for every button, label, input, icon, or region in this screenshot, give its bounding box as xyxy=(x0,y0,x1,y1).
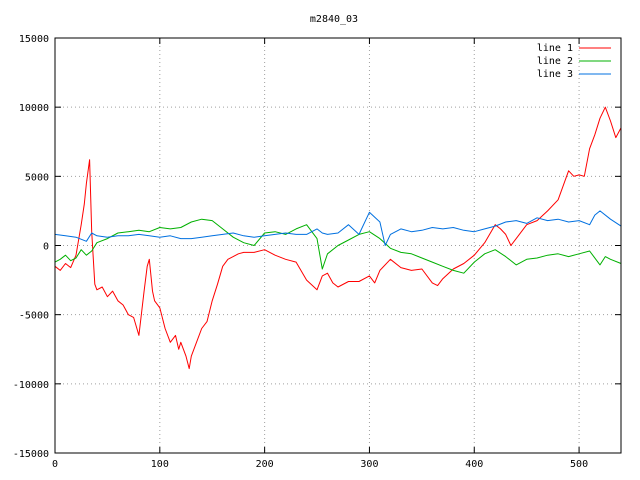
y-tick-label: 5000 xyxy=(25,172,49,183)
series-group xyxy=(54,106,622,370)
y-tick-label: -15000 xyxy=(13,449,49,460)
y-tick-label: 0 xyxy=(43,242,49,253)
series-line-3 xyxy=(54,210,622,246)
y-tick-label: 15000 xyxy=(19,34,49,45)
x-tick-label: 0 xyxy=(52,459,58,470)
x-tick-label: 400 xyxy=(465,459,483,470)
legend: line 1 line 2 line 3 xyxy=(537,43,611,80)
y-tick-label: -10000 xyxy=(13,380,49,391)
legend-label-line-1: line 1 xyxy=(537,43,573,54)
legend-label-line-3: line 3 xyxy=(537,69,573,80)
legend-label-line-2: line 2 xyxy=(537,56,573,67)
x-tick-label: 100 xyxy=(151,459,169,470)
y-tick-label: 10000 xyxy=(19,103,49,114)
axis-ticks: -15000 -10000 -5000 0 5000 10000 15000 0 100 200 3… xyxy=(13,34,621,470)
x-tick-label: 500 xyxy=(570,459,588,470)
chart-title: m2840_03 xyxy=(310,14,358,25)
series-line-1 xyxy=(54,106,622,370)
series-line-2 xyxy=(54,218,622,274)
y-tick-label: -5000 xyxy=(19,311,49,322)
x-tick-label: 300 xyxy=(360,459,378,470)
x-tick-label: 200 xyxy=(256,459,274,470)
